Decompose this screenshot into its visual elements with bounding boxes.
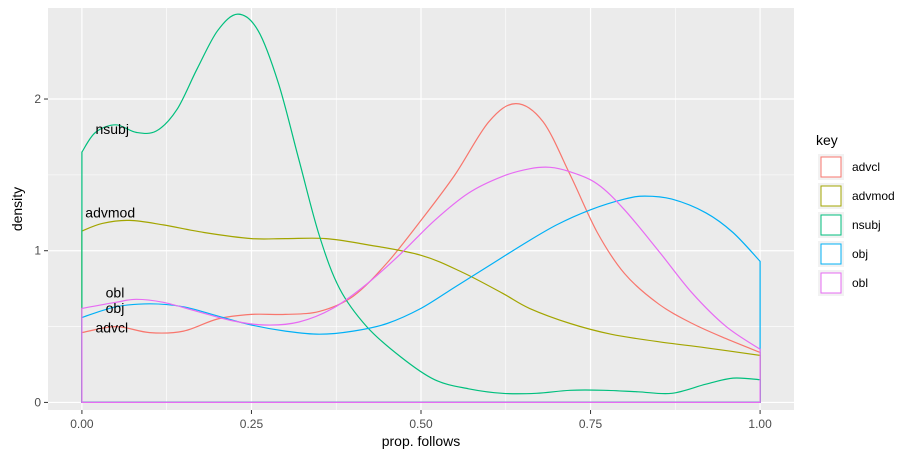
y-axis-title: density xyxy=(9,187,25,231)
density-curve-nsubj xyxy=(81,13,761,403)
density-curve-advmod xyxy=(81,219,761,403)
density-curve-obj xyxy=(81,195,761,403)
legend: key advcl advmod nsubj obj obl xyxy=(816,132,895,296)
density-curves xyxy=(81,13,761,403)
y-tick-label: 2 xyxy=(34,92,41,106)
legend-key-advcl xyxy=(820,156,842,178)
legend-key-nsubj xyxy=(820,214,842,236)
legend-key-advmod xyxy=(820,185,842,207)
x-axis-title: prop. follows xyxy=(382,433,461,449)
y-tick-label: 1 xyxy=(34,244,41,258)
legend-label-obj: obj xyxy=(852,247,868,261)
curve-label-advcl: advcl xyxy=(95,320,128,336)
y-axis: 0 1 2 xyxy=(34,92,48,409)
curve-label-nsubj: nsubj xyxy=(95,121,128,137)
curve-label-obj: obj xyxy=(106,300,125,316)
x-tick-label: 1.00 xyxy=(748,417,772,431)
legend-key-obl xyxy=(820,272,842,294)
legend-label-obl: obl xyxy=(852,276,868,290)
legend-title: key xyxy=(816,132,838,148)
legend-label-advmod: advmod xyxy=(852,189,895,203)
curve-label-obl: obl xyxy=(106,285,125,301)
x-tick-label: 0.75 xyxy=(579,417,603,431)
curve-label-advmod: advmod xyxy=(85,204,135,220)
legend-label-advcl: advcl xyxy=(852,160,880,174)
y-tick-label: 0 xyxy=(34,395,41,409)
x-axis: 0.00 0.25 0.50 0.75 1.00 xyxy=(70,410,772,431)
x-tick-label: 0.50 xyxy=(409,417,433,431)
x-tick-label: 0.00 xyxy=(70,417,94,431)
legend-key-obj xyxy=(820,243,842,265)
legend-label-nsubj: nsubj xyxy=(852,218,881,232)
density-curve-advcl xyxy=(81,102,761,403)
x-tick-label: 0.25 xyxy=(240,417,264,431)
density-curve-obl xyxy=(81,166,761,403)
